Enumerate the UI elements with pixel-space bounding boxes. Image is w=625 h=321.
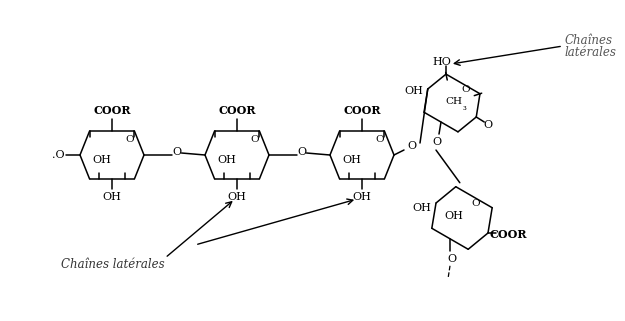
Text: OH: OH bbox=[404, 86, 423, 96]
Text: OH: OH bbox=[217, 155, 236, 165]
Text: O: O bbox=[172, 147, 181, 157]
Text: OH: OH bbox=[342, 155, 361, 165]
Text: O: O bbox=[448, 254, 456, 264]
Text: COOR: COOR bbox=[218, 106, 256, 117]
Text: COOR: COOR bbox=[489, 230, 527, 240]
Text: OH: OH bbox=[412, 203, 431, 213]
Text: .O: .O bbox=[52, 150, 64, 160]
Text: Chaînes: Chaînes bbox=[565, 33, 613, 47]
Text: O: O bbox=[462, 84, 471, 93]
Text: HO: HO bbox=[432, 57, 451, 67]
Text: OH: OH bbox=[352, 192, 371, 202]
Text: O: O bbox=[408, 141, 416, 151]
Text: OH: OH bbox=[102, 192, 121, 202]
Text: O: O bbox=[376, 134, 384, 143]
Text: CH: CH bbox=[446, 97, 462, 106]
Text: O: O bbox=[472, 199, 481, 209]
Text: Chaînes latérales: Chaînes latérales bbox=[61, 258, 165, 272]
Text: COOR: COOR bbox=[93, 106, 131, 117]
Text: ₃: ₃ bbox=[462, 102, 466, 111]
Text: OH: OH bbox=[228, 192, 246, 202]
Text: O: O bbox=[484, 120, 492, 130]
Text: O: O bbox=[432, 137, 441, 147]
Text: OH: OH bbox=[444, 211, 464, 221]
Text: COOR: COOR bbox=[343, 106, 381, 117]
Text: O: O bbox=[126, 134, 134, 143]
Text: OH: OH bbox=[92, 155, 111, 165]
Text: O: O bbox=[251, 134, 259, 143]
Text: O: O bbox=[297, 147, 306, 157]
Text: latérales: latérales bbox=[565, 47, 617, 59]
